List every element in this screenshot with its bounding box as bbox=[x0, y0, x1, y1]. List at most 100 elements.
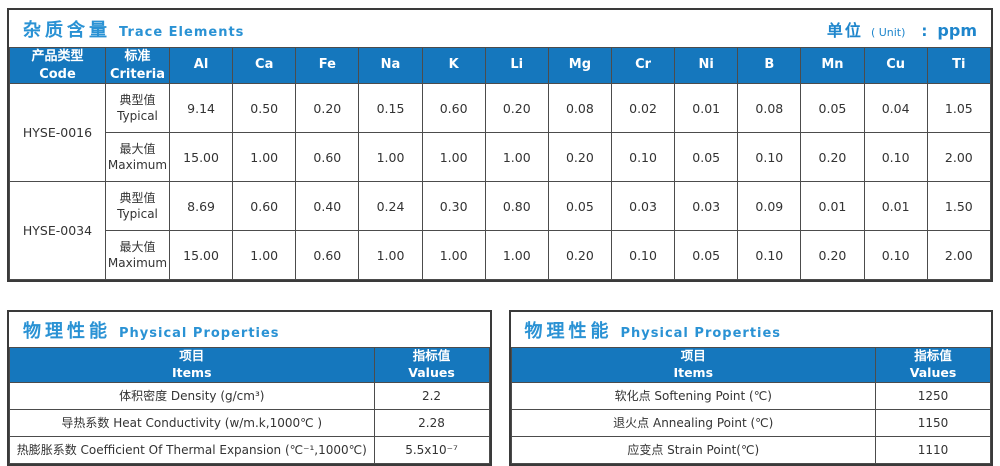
trace-value-cell: 0.20 bbox=[800, 132, 865, 183]
values-header: 指标值 Values bbox=[373, 347, 490, 383]
values-header-en: Values bbox=[909, 364, 957, 380]
table-row: HYSE-0034 典型值 Typical 8.69 0.60 0.40 0.2… bbox=[9, 181, 992, 281]
row-label-cell: 典型值 Typical bbox=[105, 181, 170, 232]
trace-value-cell: 0.01 bbox=[674, 83, 739, 134]
item-cell: 导热系数 Heat Conductivity (w/m.k,1000℃ ) bbox=[9, 408, 375, 437]
trace-value-cell: 0.15 bbox=[358, 83, 423, 134]
trace-value-cell: 0.05 bbox=[674, 230, 739, 281]
col-header-code-en: Code bbox=[39, 66, 76, 82]
phys-left-header-row: 项目 Items 指标值 Values bbox=[9, 347, 490, 383]
trace-value-cell: 8.69 bbox=[168, 181, 234, 232]
values-header-zh: 指标值 bbox=[412, 348, 451, 364]
trace-value-cell: 1.00 bbox=[358, 230, 423, 281]
row-label-zh: 最大值 bbox=[119, 239, 156, 254]
trace-value-cell: 1.00 bbox=[232, 230, 297, 281]
trace-value-cell: 2.00 bbox=[926, 132, 992, 183]
phys-right-header-row: 项目 Items 指标值 Values bbox=[510, 347, 991, 383]
col-header-code: 产品类型 Code bbox=[9, 46, 106, 85]
trace-value-cell: 0.20 bbox=[547, 132, 612, 183]
trace-title-bar: 杂质含量 Trace Elements 单位 ( Unit) : ppm bbox=[9, 10, 991, 47]
row-label-en: Typical bbox=[117, 207, 158, 222]
trace-value-cell: 0.10 bbox=[737, 230, 802, 281]
trace-value-cell: 0.10 bbox=[610, 132, 676, 183]
trace-value-cell: 0.60 bbox=[232, 181, 297, 232]
col-header-fe: Fe bbox=[295, 46, 360, 85]
trace-value-cell: 0.20 bbox=[295, 83, 360, 134]
item-cell: 体积密度 Density (g/cm³) bbox=[9, 381, 375, 410]
col-header-code-zh: 产品类型 bbox=[31, 49, 84, 64]
trace-value-cell: 0.24 bbox=[358, 181, 423, 232]
values-header: 指标值 Values bbox=[875, 347, 991, 383]
values-header-en: Values bbox=[408, 364, 455, 380]
physical-properties-right-table: 项目 Items 指标值 Values 软化点 Softening Point … bbox=[510, 347, 991, 464]
table-row: 软化点 Softening Point (℃) 1250 bbox=[510, 381, 991, 410]
trace-value-cell: 2.00 bbox=[926, 230, 992, 281]
trace-value-cell: 0.60 bbox=[421, 83, 486, 134]
row-label-en: Maximum bbox=[107, 256, 168, 271]
trace-value-cell: 0.03 bbox=[674, 181, 739, 232]
trace-value-cell: 0.04 bbox=[863, 83, 928, 134]
value-cell: 2.2 bbox=[373, 381, 490, 410]
trace-value-cell: 0.01 bbox=[863, 181, 928, 232]
col-header-ni: Ni bbox=[674, 46, 739, 85]
col-header-na: Na bbox=[358, 46, 423, 85]
value-cell: 1250 bbox=[875, 381, 991, 410]
col-header-li: Li bbox=[484, 46, 549, 85]
phys-right-title-bar: 物理性能 Physical Properties bbox=[511, 312, 992, 347]
items-header: 项目 Items bbox=[9, 347, 375, 383]
trace-value-cell: 9.14 bbox=[168, 83, 234, 134]
trace-elements-table: 产品类型 Code 标准 Criteria Al Ca Fe Na K Li M… bbox=[9, 46, 992, 281]
row-label-cell: 最大值 Maximum bbox=[105, 230, 170, 281]
phys-left-title-zh: 物理性能 bbox=[23, 321, 111, 343]
trace-value-cell: 0.08 bbox=[737, 83, 802, 134]
value-cell: 1110 bbox=[875, 435, 991, 464]
col-header-cr: Cr bbox=[610, 46, 676, 85]
trace-value-cell: 0.05 bbox=[547, 181, 612, 232]
trace-value-cell: 0.30 bbox=[421, 181, 486, 232]
unit-value: ppm bbox=[937, 21, 977, 40]
col-header-ca: Ca bbox=[232, 46, 297, 85]
table-row: 导热系数 Heat Conductivity (w/m.k,1000℃ ) 2.… bbox=[9, 408, 490, 437]
trace-value-cell: 15.00 bbox=[168, 132, 234, 183]
trace-value-cell: 1.00 bbox=[484, 132, 549, 183]
unit-label-zh: 单位 bbox=[826, 21, 863, 40]
row-label-cell: 最大值 Maximum bbox=[105, 132, 170, 183]
item-cell: 软化点 Softening Point (℃) bbox=[510, 381, 876, 410]
trace-value-cell: 0.09 bbox=[737, 181, 802, 232]
physical-properties-left: 物理性能 Physical Properties 项目 Items 指标值 Va… bbox=[7, 310, 492, 466]
row-label-zh: 最大值 bbox=[119, 141, 156, 156]
trace-title: 杂质含量 Trace Elements bbox=[23, 16, 244, 42]
product-code-cell: HYSE-0016 bbox=[9, 83, 106, 183]
table-row: 最大值 Maximum 15.00 1.00 0.60 1.00 1.00 1.… bbox=[10, 230, 992, 281]
trace-value-cell: 0.60 bbox=[295, 230, 360, 281]
trace-value-cell: 0.20 bbox=[800, 230, 865, 281]
col-header-al: Al bbox=[168, 46, 234, 85]
trace-value-cell: 0.80 bbox=[484, 181, 549, 232]
unit-label-en: ( Unit) bbox=[870, 26, 906, 39]
table-row: 应变点 Strain Point(℃) 1110 bbox=[510, 435, 991, 464]
trace-value-cell: 0.40 bbox=[295, 181, 360, 232]
physical-properties-left-table: 项目 Items 指标值 Values 体积密度 Density (g/cm³)… bbox=[9, 347, 490, 464]
col-header-criteria: 标准 Criteria bbox=[105, 46, 170, 85]
trace-elements-section: 杂质含量 Trace Elements 单位 ( Unit) : ppm 产品类… bbox=[7, 8, 993, 283]
row-label-en: Typical bbox=[117, 109, 158, 124]
table-row: HYSE-0016 典型值 Typical 9.14 0.50 0.20 0.1… bbox=[9, 83, 992, 183]
trace-value-cell: 0.05 bbox=[800, 83, 865, 134]
items-header-zh: 项目 bbox=[680, 348, 706, 364]
trace-value-cell: 1.00 bbox=[421, 230, 486, 281]
physical-properties-right: 物理性能 Physical Properties 项目 Items 指标值 Va… bbox=[508, 310, 993, 466]
trace-value-cell: 0.05 bbox=[674, 132, 739, 183]
unit-colon: : bbox=[921, 22, 928, 40]
values-header-zh: 指标值 bbox=[914, 348, 952, 364]
col-header-mg: Mg bbox=[547, 46, 612, 85]
phys-left-title: 物理性能 Physical Properties bbox=[23, 317, 280, 343]
trace-value-cell: 1.05 bbox=[926, 83, 992, 134]
trace-value-cell: 0.10 bbox=[863, 132, 928, 183]
table-row: 最大值 Maximum 15.00 1.00 0.60 1.00 1.00 1.… bbox=[10, 132, 992, 183]
row-label-zh: 典型值 bbox=[119, 92, 156, 107]
trace-title-zh: 杂质含量 bbox=[23, 20, 111, 41]
table-row: 体积密度 Density (g/cm³) 2.2 bbox=[9, 381, 490, 410]
trace-value-cell: 0.10 bbox=[863, 230, 928, 281]
trace-value-cell: 15.00 bbox=[168, 230, 234, 281]
col-header-b: B bbox=[737, 46, 802, 85]
